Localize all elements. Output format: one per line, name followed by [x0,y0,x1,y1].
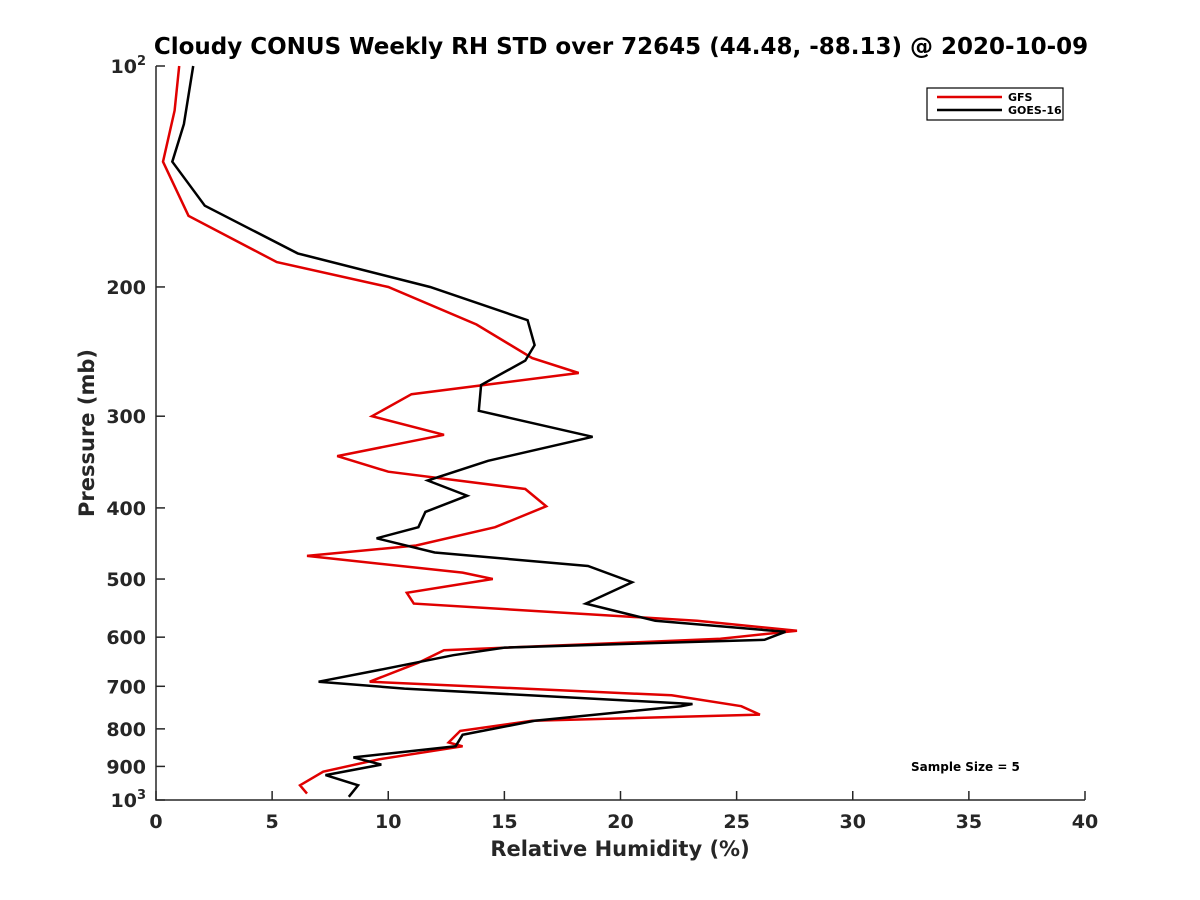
x-tick-label: 0 [149,811,162,833]
legend-label-goes16: GOES-16 [1008,104,1062,117]
y-tick-label: 800 [106,719,146,741]
x-tick-label: 5 [266,811,279,833]
x-tick-label: 40 [1072,811,1098,833]
y-tick-label: 200 [106,277,146,299]
legend-box [926,87,1064,121]
y-tick-label: 500 [106,569,146,591]
x-tick-label: 20 [607,811,633,833]
x-axis-ticks: 0 5 10 15 20 25 30 35 40 [149,791,1098,833]
series-line-gfs [161,65,798,795]
x-tick-label: 35 [956,811,982,833]
x-tick-label: 30 [840,811,866,833]
x-tick-label: 15 [491,811,517,833]
plot-area: 0 5 10 15 20 25 30 35 40 10220030040050060070080… [106,54,1098,833]
x-tick-label: 25 [723,811,749,833]
y-tick-label: 400 [106,498,146,520]
series-line-goes16 [170,65,786,798]
x-tick-label: 10 [375,811,401,833]
y-tick-label: 300 [106,406,146,428]
x-axis-label: Relative Humidity (%) [490,837,749,861]
sample-size-annotation: Sample Size = 5 [911,760,1020,774]
legend: GFS GOES-16 [926,87,1064,121]
legend-label-gfs: GFS [1008,91,1033,104]
chart-title: Cloudy CONUS Weekly RH STD over 72645 (4… [154,34,1088,60]
y-tick-label: 700 [106,676,146,698]
y-tick-label: 600 [106,627,146,649]
y-tick-label: 900 [106,756,146,778]
series-lines [161,65,798,798]
y-axis-label: Pressure (mb) [75,349,99,517]
